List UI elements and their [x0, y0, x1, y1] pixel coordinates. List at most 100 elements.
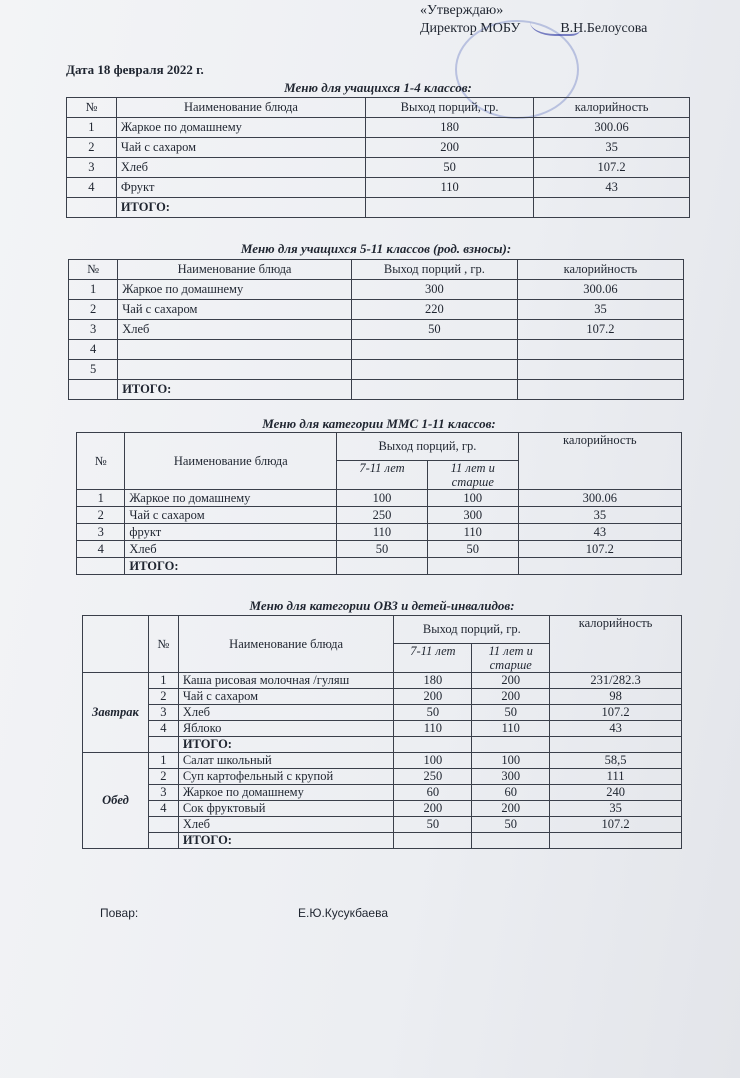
table-row: 5: [67, 359, 685, 380]
table-cell: ИТОГО:: [117, 379, 352, 400]
table-cell: 107.2: [517, 540, 683, 558]
header-cell: Наименование блюда: [117, 259, 352, 280]
table-cell: 3: [147, 784, 179, 801]
table-cell: 50: [471, 816, 551, 833]
table-cell: 35: [516, 299, 685, 320]
table-cell: Хлеб: [124, 540, 338, 558]
table-cell: [350, 379, 518, 400]
table-cell: Сок фруктовый: [177, 800, 395, 817]
table-cell: Жаркое по домашнему: [124, 489, 338, 507]
table-cell: ИТОГО:: [177, 832, 395, 849]
table-cell: 100: [393, 752, 473, 769]
header-cell: Выход порций , гр.: [350, 259, 518, 280]
table-cell: 2: [67, 299, 119, 320]
table-cell: 200: [471, 672, 551, 689]
table-cell: Чай с сахаром: [124, 506, 338, 524]
table-row: 2 Суп картофельный с крупой 250 300 111: [83, 768, 682, 785]
header-row: № Наименование блюда Выход порций , гр. кал…: [67, 259, 685, 280]
header-cell: 7-11 лет: [393, 643, 473, 673]
table-row: Завтрак 1 Каша рисовая молочная /гуляш 180 2…: [82, 672, 682, 753]
table-cell: 2: [75, 506, 126, 524]
table-cell: Хлеб: [177, 704, 395, 721]
header-cell: калорийность: [516, 259, 685, 280]
table-cell: 3: [75, 523, 126, 541]
approval-line: «Утверждаю»: [420, 3, 504, 18]
table-header: № Наименование блюда Выход порций, гр. кало…: [66, 97, 690, 118]
table-row: 3 Жаркое по домашнему 60 60 240: [83, 784, 682, 801]
table-cell: 35: [517, 506, 683, 524]
table-cell: 107.2: [533, 157, 690, 178]
table-cell: Жаркое по домашнему: [177, 784, 395, 801]
table-cell: Хлеб: [115, 157, 367, 178]
table-row: ИТОГО:: [83, 736, 682, 753]
table-cell: Хлеб: [117, 319, 352, 340]
table-row: Хлеб 50 50 107.2: [83, 816, 682, 833]
table-row: 3 Хлеб 50 107.2: [66, 157, 690, 178]
approval-line: Директор МОБУ В.Н.Белоусова: [420, 20, 647, 38]
table-cell: [471, 832, 551, 849]
table-cell: 50: [365, 157, 535, 178]
table-cell: [350, 359, 518, 380]
table-cell: 300.06: [516, 279, 685, 300]
table-cell: 250: [336, 506, 428, 524]
table-row: Обед 1 Салат школьный 100 100 58,5: [82, 752, 682, 849]
table-cell: [516, 339, 685, 360]
table-cell: 50: [350, 319, 518, 340]
table-cell: 4: [67, 339, 119, 360]
table-cell: 4: [147, 800, 179, 817]
table-cell: [66, 197, 117, 218]
table-cell: Чай с сахаром: [177, 688, 395, 705]
table-cell: 220: [350, 299, 518, 320]
table-cell: 200: [471, 688, 551, 705]
header-row: № Наименование блюда Выход порций, гр. кало…: [66, 97, 690, 118]
table-cell: 100: [336, 489, 428, 507]
table-cell: Жаркое по домашнему: [115, 117, 367, 138]
table-row: 4 Хлеб 50 50 107.2: [75, 540, 683, 558]
table-cell: [516, 359, 685, 380]
table-cell: 3: [66, 157, 117, 178]
signature: [530, 8, 580, 36]
table-row: ИТОГО:: [75, 557, 683, 575]
table-row: 3 фрукт 110 110 43: [75, 523, 683, 541]
table-cell: 180: [393, 672, 473, 689]
table-cell: [393, 736, 473, 753]
table-cell: [117, 339, 352, 360]
table-cell: [393, 832, 473, 849]
header-cell: 11 лет и старше: [426, 460, 519, 490]
table-cell: [426, 557, 519, 575]
table-title: Меню для категории ММС 1-11 классов:: [262, 416, 496, 431]
table-cell: 100: [426, 489, 519, 507]
table-row: 4: [67, 339, 685, 360]
table-row: 2 Чай с сахаром 220 35: [67, 299, 685, 320]
cook-label: Повар:: [100, 906, 139, 920]
table-cell: 60: [471, 784, 551, 801]
table-row: 2 Чай с сахаром 250 300 35: [75, 506, 683, 524]
table-cell: ИТОГО:: [124, 557, 338, 575]
header-cell: калорийность: [517, 432, 683, 490]
menu-table: № Наименование блюда Выход порций, гр. кало…: [82, 615, 682, 849]
table-cell: [471, 736, 551, 753]
table-cell: 2: [147, 688, 179, 705]
table-title: Меню для учащихся 5-11 классов (род. взн…: [240, 241, 512, 256]
table-cell: 110: [426, 523, 519, 541]
table-cell: Жаркое по домашнему: [117, 279, 352, 300]
table-cell: [350, 339, 518, 360]
table-cell: 300.06: [533, 117, 690, 138]
table-cell: [147, 816, 179, 833]
table-row: 1 Жаркое по домашнему 300 300.06: [67, 279, 685, 300]
table-cell: 43: [549, 720, 682, 737]
director-label: Директор МОБУ: [420, 21, 521, 36]
table-cell: [67, 379, 119, 400]
table-cell: Фрукт: [115, 177, 367, 198]
table-body: Завтрак 1 Каша рисовая молочная /гуляш 180 2…: [82, 672, 682, 849]
header-cell: №: [67, 259, 119, 280]
table-row: ИТОГО:: [66, 197, 690, 218]
table-cell: 300: [350, 279, 518, 300]
table-cell: 98: [549, 688, 682, 705]
table-cell: 2: [147, 768, 179, 785]
table-cell: 107.2: [549, 704, 682, 721]
table-body: 1 Жаркое по домашнему 100 100 300.06 2 Чай с с…: [75, 489, 683, 575]
table-cell: Хлеб: [177, 816, 395, 833]
table-cell: 200: [365, 137, 535, 158]
